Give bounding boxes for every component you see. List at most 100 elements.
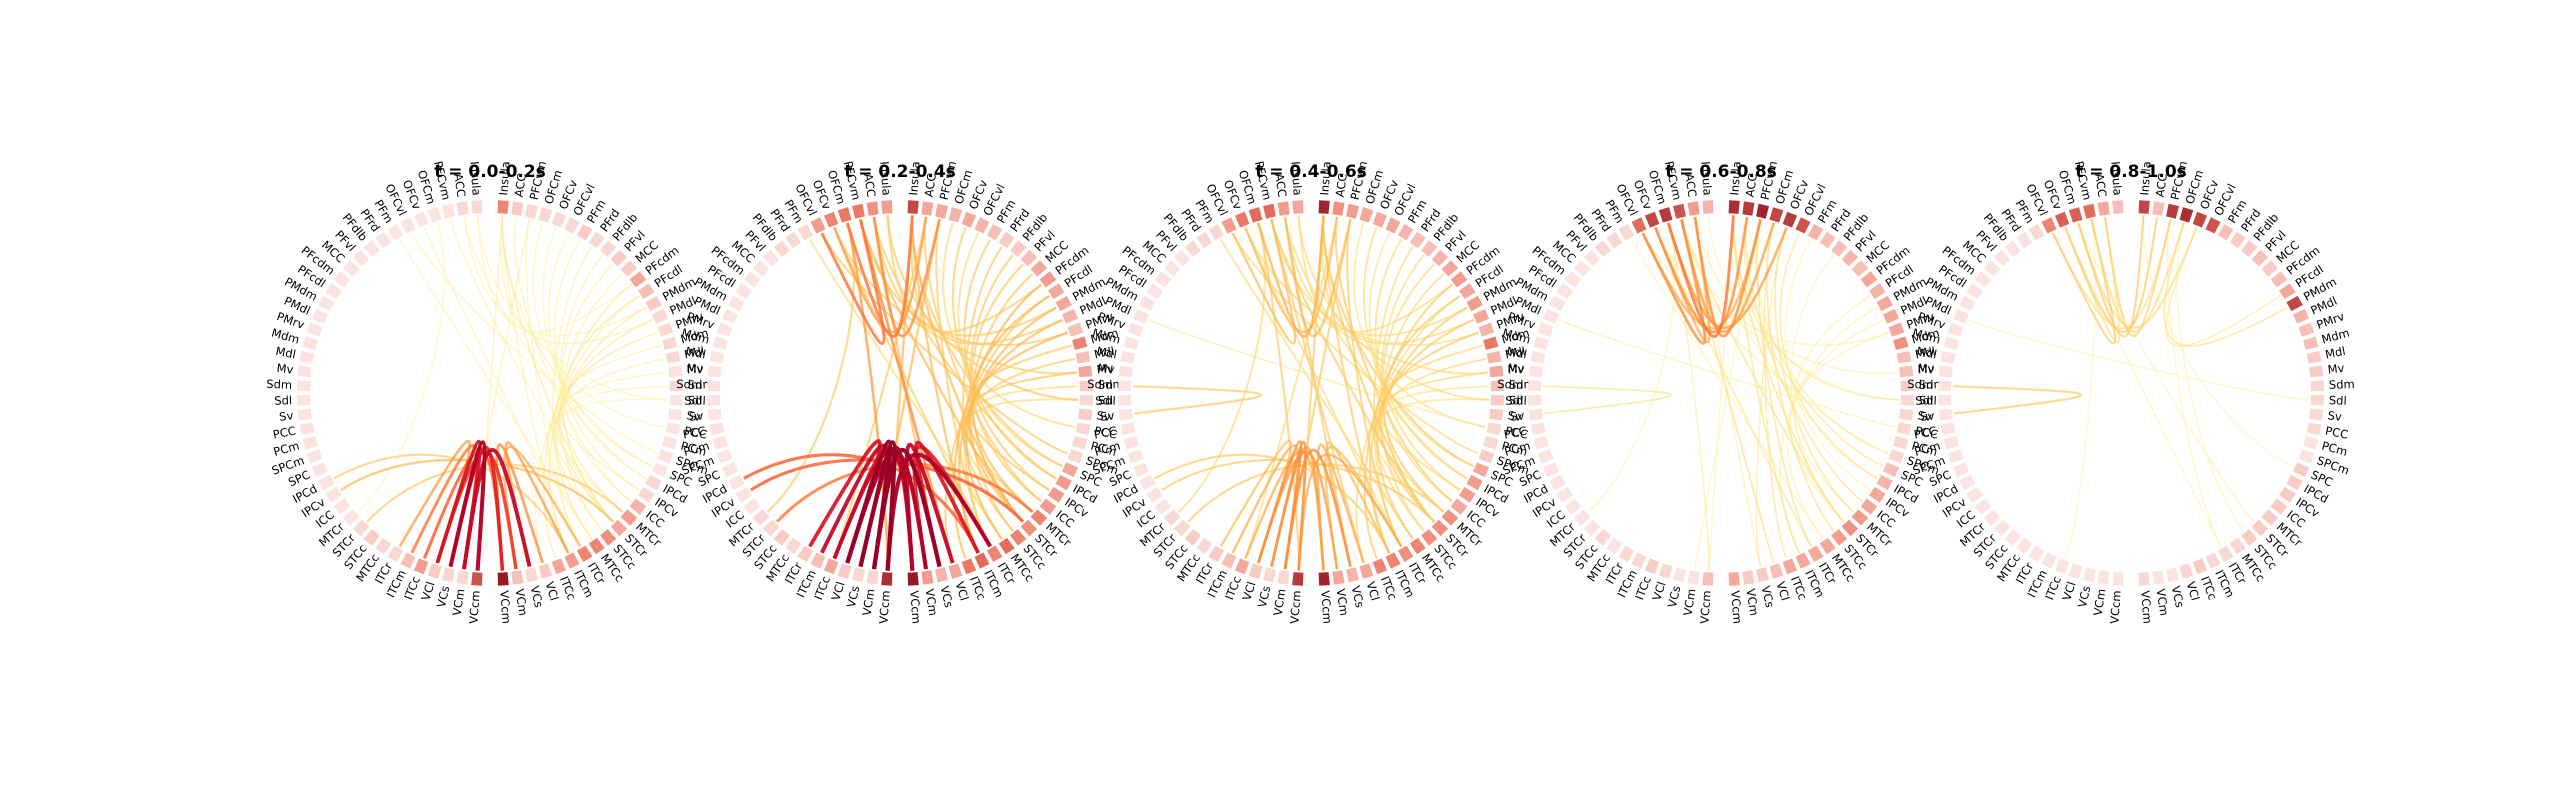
node-label: VCs (844, 584, 863, 608)
node-block (1234, 211, 1250, 228)
node-block (1120, 350, 1136, 364)
connection-edge (2142, 215, 2294, 467)
node-block (752, 509, 770, 526)
connection-edge (872, 216, 1057, 480)
node-block (668, 365, 683, 378)
connection-edge (858, 440, 897, 571)
node-block (588, 231, 605, 249)
connection-edge (1666, 215, 1735, 338)
node-block (302, 336, 318, 350)
node-block (1478, 449, 1495, 464)
connection-edge (1231, 219, 1297, 345)
node-block (297, 380, 311, 392)
node-label: PCm (272, 438, 301, 458)
connection-edge (552, 246, 593, 547)
node-block (762, 249, 780, 267)
connection-edge (1244, 216, 1339, 334)
node-block (762, 519, 780, 537)
node-block (1974, 498, 1992, 515)
connection-edge (1284, 216, 1468, 480)
node-block (2152, 201, 2165, 216)
node-block (1486, 350, 1502, 364)
node-label: PCm (682, 438, 711, 458)
panel-4: t = 0.6-0.8s InsulaACCPFCvmOFCmOFCvOFCvl… (1497, 160, 1945, 625)
node-label: Insula (1727, 161, 1743, 196)
node-block (1888, 449, 1905, 464)
node-label: VCcm (1728, 590, 1744, 624)
node-block (961, 211, 977, 228)
node-block (823, 211, 839, 228)
node-block (2192, 211, 2208, 228)
node-label: Sv (2327, 408, 2343, 424)
node-block (1573, 260, 1591, 277)
node-block (1473, 308, 1490, 324)
node-block (1120, 422, 1136, 436)
node-block (1466, 295, 1483, 312)
node-block (2279, 283, 2296, 299)
node-block (797, 545, 814, 562)
node-block (1983, 509, 2001, 526)
node-label: Mdl (1504, 344, 1527, 362)
node-label: VCl (1773, 580, 1792, 602)
node-block (1831, 529, 1848, 546)
node-block (1564, 498, 1582, 515)
node-block (1966, 487, 1983, 503)
node-block (1196, 537, 1213, 555)
node-block (712, 436, 728, 450)
node-block (1860, 271, 1878, 288)
node-block (620, 509, 638, 526)
node-block (1079, 380, 1093, 392)
node-block (1573, 509, 1591, 526)
node-block (1078, 365, 1093, 378)
node-block (1067, 322, 1084, 337)
node-block (1940, 350, 1956, 364)
node-label: VCm (2154, 588, 2172, 617)
node-block (1154, 271, 1172, 288)
node-label: VCs (528, 584, 547, 608)
node-block (810, 552, 826, 569)
node-label: Mv (1917, 361, 1935, 377)
node-label: ACC (1682, 173, 1699, 199)
node-block (662, 336, 678, 350)
connection-edge (859, 219, 1068, 347)
connection-edge (1755, 219, 1889, 455)
node-block (852, 203, 865, 219)
node-block (1564, 271, 1582, 288)
node-block (1118, 394, 1132, 406)
node-block (837, 563, 852, 579)
node-block (1234, 558, 1250, 575)
node-block (1489, 365, 1504, 378)
node-block (773, 529, 790, 546)
node-label: Sdl (274, 393, 292, 408)
connection-edge (501, 215, 614, 523)
node-label: Mdl (274, 344, 297, 362)
connection-edge (2166, 219, 2222, 547)
node-block (1123, 436, 1139, 450)
node-label: Insula (496, 161, 512, 196)
connection-edge (820, 219, 886, 345)
connection-edge (2103, 216, 2172, 337)
node-label: ACC (1743, 173, 1760, 199)
node-block (1888, 322, 1905, 337)
node-block (1899, 365, 1914, 378)
node-block (1421, 240, 1438, 257)
connection-edge (2064, 219, 2097, 559)
node-block (2041, 217, 2057, 234)
node-block (1292, 572, 1304, 586)
connection-edge (2163, 222, 2288, 347)
panel-title: t = 0.6-0.8s (1665, 162, 1777, 182)
node-block (1010, 529, 1027, 546)
node-block (2179, 207, 2194, 223)
node-block (1459, 487, 1476, 503)
node-label: ACC (2092, 173, 2109, 199)
node-block (311, 308, 328, 324)
node-block (2261, 260, 2279, 277)
panel-2: t = 0.2-0.4s InsulaACCPFCvmOFCmOFCvOFCvl… (676, 160, 1124, 625)
node-label: PCm (1913, 438, 1942, 458)
connection-edge (514, 216, 632, 502)
node-block (325, 283, 342, 299)
node-block (1606, 537, 1623, 555)
node-block (1528, 365, 1543, 378)
node-block (652, 462, 669, 478)
node-block (1528, 408, 1543, 421)
